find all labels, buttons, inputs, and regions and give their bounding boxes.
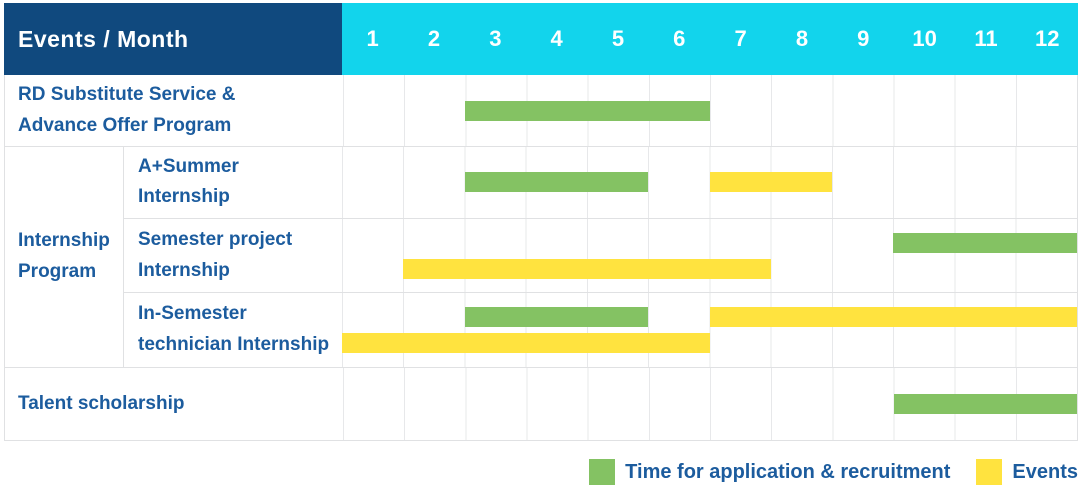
application-bar [893, 394, 1077, 414]
event-bar [709, 307, 1077, 328]
month-label: 3 [489, 26, 502, 51]
bar-line [342, 307, 1077, 328]
table-row-group: Internship Program A+Summer Internship S… [5, 147, 1077, 368]
gantt-cell-rd-substitute [343, 75, 1077, 146]
month-label: 5 [611, 26, 625, 51]
event-bar [342, 333, 710, 354]
green-swatch-icon [589, 459, 616, 485]
bar-line [342, 172, 1077, 193]
month-label: 7 [734, 26, 747, 51]
legend-item-events: Events [976, 459, 1078, 485]
legend-label-events: Events [1012, 460, 1078, 483]
table-row: Talent scholarship [5, 368, 1077, 440]
yellow-swatch-icon [976, 459, 1003, 485]
month-label: 8 [795, 26, 809, 51]
month-label: 10 [912, 26, 937, 51]
row-label-talent-scholarship: Talent scholarship [18, 392, 185, 414]
month-label: 12 [1035, 26, 1060, 51]
table-row: RD Substitute Service & Advance Offer Pr… [5, 75, 1077, 147]
legend-label-application: Time for application & recruitment [625, 460, 951, 483]
table-header-row: Events / Month 1 2 3 4 5 6 7 8 9 10 11 12 [4, 3, 1078, 75]
table-row: Semester project Internship [124, 218, 1077, 294]
application-bar [464, 307, 649, 328]
month-label: 9 [857, 26, 870, 51]
event-bar [403, 258, 771, 279]
month-label: 1 [366, 26, 379, 51]
gantt-cell-semester-project [342, 218, 1077, 293]
application-bar [893, 232, 1077, 253]
month-header-row: 1 2 3 4 5 6 7 8 9 10 11 12 [342, 3, 1078, 75]
event-bar [709, 172, 832, 193]
bar-line [343, 100, 1077, 121]
table-body: RD Substitute Service & Advance Offer Pr… [4, 75, 1078, 441]
gantt-cell-a-summer [342, 147, 1077, 218]
month-label: 2 [427, 26, 441, 51]
application-bar [465, 100, 710, 121]
group-label-internship-program: Internship Program [5, 147, 124, 367]
row-label-in-semester: In-Semester technician Internship [138, 303, 330, 356]
row-label-a-summer: A+Summer Internship [138, 155, 239, 208]
gantt-cell-in-semester [342, 293, 1077, 367]
schedule-table: Events / Month 1 2 3 4 5 6 7 8 9 10 11 12 RD Substi… [4, 3, 1078, 441]
legend-item-application: Time for application & recruitment [589, 459, 950, 485]
bar-line [342, 232, 1077, 253]
bar-line [343, 394, 1077, 414]
application-bar [464, 172, 649, 193]
month-label: 4 [550, 26, 563, 51]
gantt-cell-talent-scholarship [343, 368, 1077, 440]
legend: Time for application & recruitment Event… [589, 459, 1078, 485]
row-label-semester-project: Semester project Internship [138, 228, 293, 281]
month-label: 11 [974, 26, 998, 51]
table-row: A+Summer Internship [124, 147, 1077, 219]
table-row: In-Semester technician Internship [124, 293, 1077, 367]
month-label: 6 [673, 26, 686, 51]
table-title: Events / Month [4, 3, 342, 75]
bar-line [342, 333, 1077, 354]
bar-line [342, 258, 1077, 279]
row-label-rd-substitute: RD Substitute Service & Advance Offer Pr… [18, 83, 236, 136]
